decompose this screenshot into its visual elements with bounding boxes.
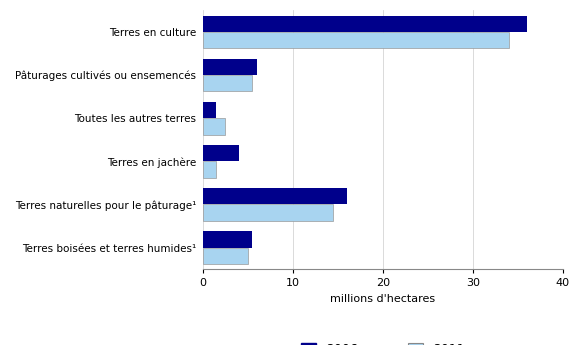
Bar — [203, 102, 216, 118]
Bar — [203, 16, 527, 32]
Bar — [203, 59, 257, 75]
Bar — [203, 188, 347, 204]
Bar — [203, 145, 239, 161]
X-axis label: millions d'hectares: millions d'hectares — [330, 294, 436, 304]
Bar — [203, 161, 216, 178]
Legend: 2006, 2011: 2006, 2011 — [296, 338, 469, 345]
Bar — [203, 75, 252, 91]
Bar — [203, 248, 248, 264]
Bar — [203, 204, 334, 221]
Bar — [203, 32, 509, 48]
Bar — [203, 118, 226, 135]
Bar — [203, 231, 252, 247]
